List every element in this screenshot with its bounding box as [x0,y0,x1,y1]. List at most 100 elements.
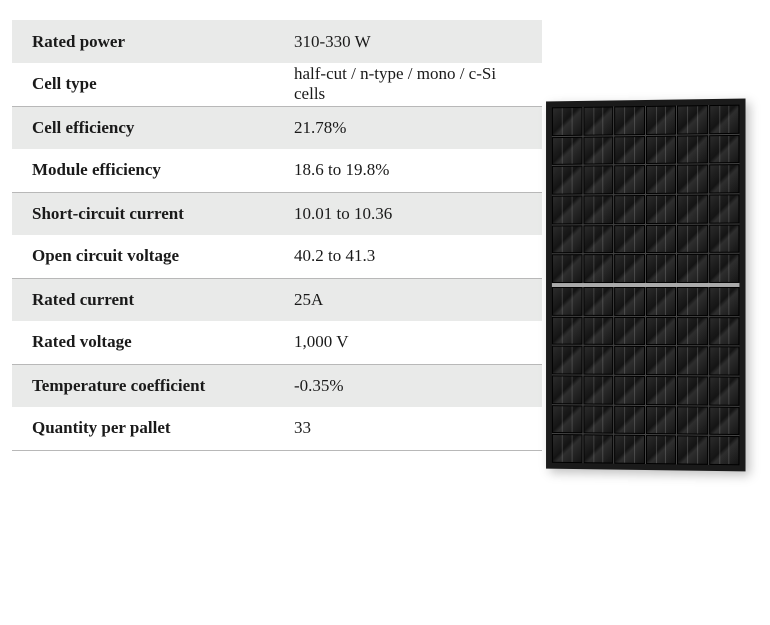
solar-cell [614,165,644,194]
spec-table: Rated power310-330 WCell typehalf-cut / … [12,20,542,451]
table-row: Rated power310-330 W [12,20,542,63]
solar-cell [709,194,740,223]
solar-cell [583,346,613,375]
spec-label: Rated current [12,278,274,321]
solar-cell [677,254,708,283]
solar-cell [677,224,708,253]
solar-cell [552,107,582,136]
solar-cell [709,254,740,283]
solar-cell [709,347,740,376]
solar-panel-image [545,100,750,480]
solar-cell [677,317,708,346]
panel-bottom-half [552,287,740,465]
solar-cell [677,287,708,316]
solar-cell [552,287,582,316]
table-row: Short-circuit current10.01 to 10.36 [12,192,542,235]
table-row: Rated current25A [12,278,542,321]
spec-value: 40.2 to 41.3 [274,235,542,278]
solar-cell [677,105,708,134]
solar-cell [677,376,708,405]
solar-cell [614,317,644,346]
table-row: Module efficiency18.6 to 19.8% [12,149,542,192]
solar-cell [583,225,613,254]
solar-cell [645,106,675,135]
solar-cell [645,287,675,316]
spec-value: half-cut / n-type / mono / c-Si cells [274,63,542,106]
solar-cell [583,136,613,165]
solar-cell [645,435,675,464]
spec-value: -0.35% [274,364,542,407]
solar-cell [552,166,582,195]
panel-top-half [552,105,740,283]
solar-cell [614,106,644,135]
spec-value: 18.6 to 19.8% [274,149,542,192]
solar-cell [677,406,708,435]
solar-cell [645,165,675,194]
table-row: Open circuit voltage40.2 to 41.3 [12,235,542,278]
spec-value: 25A [274,278,542,321]
solar-cell [583,166,613,195]
spec-label: Module efficiency [12,149,274,192]
solar-cell [583,376,613,405]
solar-cell [645,195,675,224]
solar-cell [645,376,675,405]
solar-cell [645,254,675,283]
solar-cell [552,346,582,375]
solar-cell [583,405,613,434]
solar-cell [709,135,740,164]
table-row: Temperature coefficient-0.35% [12,364,542,407]
solar-cell [614,225,644,254]
spec-label: Open circuit voltage [12,235,274,278]
solar-cell [614,405,644,434]
solar-cell [709,406,740,435]
spec-label: Quantity per pallet [12,407,274,450]
table-row: Rated voltage1,000 V [12,321,542,364]
solar-cell [552,136,582,165]
solar-cell [583,435,613,464]
spec-label: Temperature coefficient [12,364,274,407]
solar-cell [709,224,740,253]
solar-cell [677,195,708,224]
solar-panel [546,99,745,472]
solar-cell [552,225,582,254]
spec-label: Rated power [12,20,274,63]
solar-cell [614,136,644,165]
spec-label: Short-circuit current [12,192,274,235]
spec-value: 21.78% [274,106,542,149]
solar-cell [552,434,582,463]
spec-value: 10.01 to 10.36 [274,192,542,235]
spec-label: Cell efficiency [12,106,274,149]
solar-cell [709,317,740,346]
table-row: Quantity per pallet33 [12,407,542,450]
spec-value: 310-330 W [274,20,542,63]
solar-cell [583,254,613,283]
solar-cell [709,164,740,193]
solar-cell [583,195,613,224]
solar-cell [614,346,644,375]
solar-cell [583,317,613,346]
solar-cell [677,135,708,164]
table-row: Cell efficiency21.78% [12,106,542,149]
spec-value: 1,000 V [274,321,542,364]
solar-cell [552,195,582,224]
solar-cell [552,255,582,284]
solar-cell [583,106,613,135]
solar-cell [645,406,675,435]
solar-cell [677,165,708,194]
solar-cell [709,287,740,316]
spec-value: 33 [274,407,542,450]
solar-cell [614,435,644,464]
solar-cell [709,376,740,405]
solar-cell [614,287,644,316]
solar-cell [645,135,675,164]
solar-cell [645,317,675,346]
solar-cell [645,346,675,375]
spec-label: Rated voltage [12,321,274,364]
solar-cell [552,316,582,345]
solar-cell [552,375,582,404]
spec-label: Cell type [12,63,274,106]
solar-cell [583,287,613,316]
solar-cell [614,376,644,405]
table-row: Cell typehalf-cut / n-type / mono / c-Si… [12,63,542,106]
solar-cell [614,254,644,283]
